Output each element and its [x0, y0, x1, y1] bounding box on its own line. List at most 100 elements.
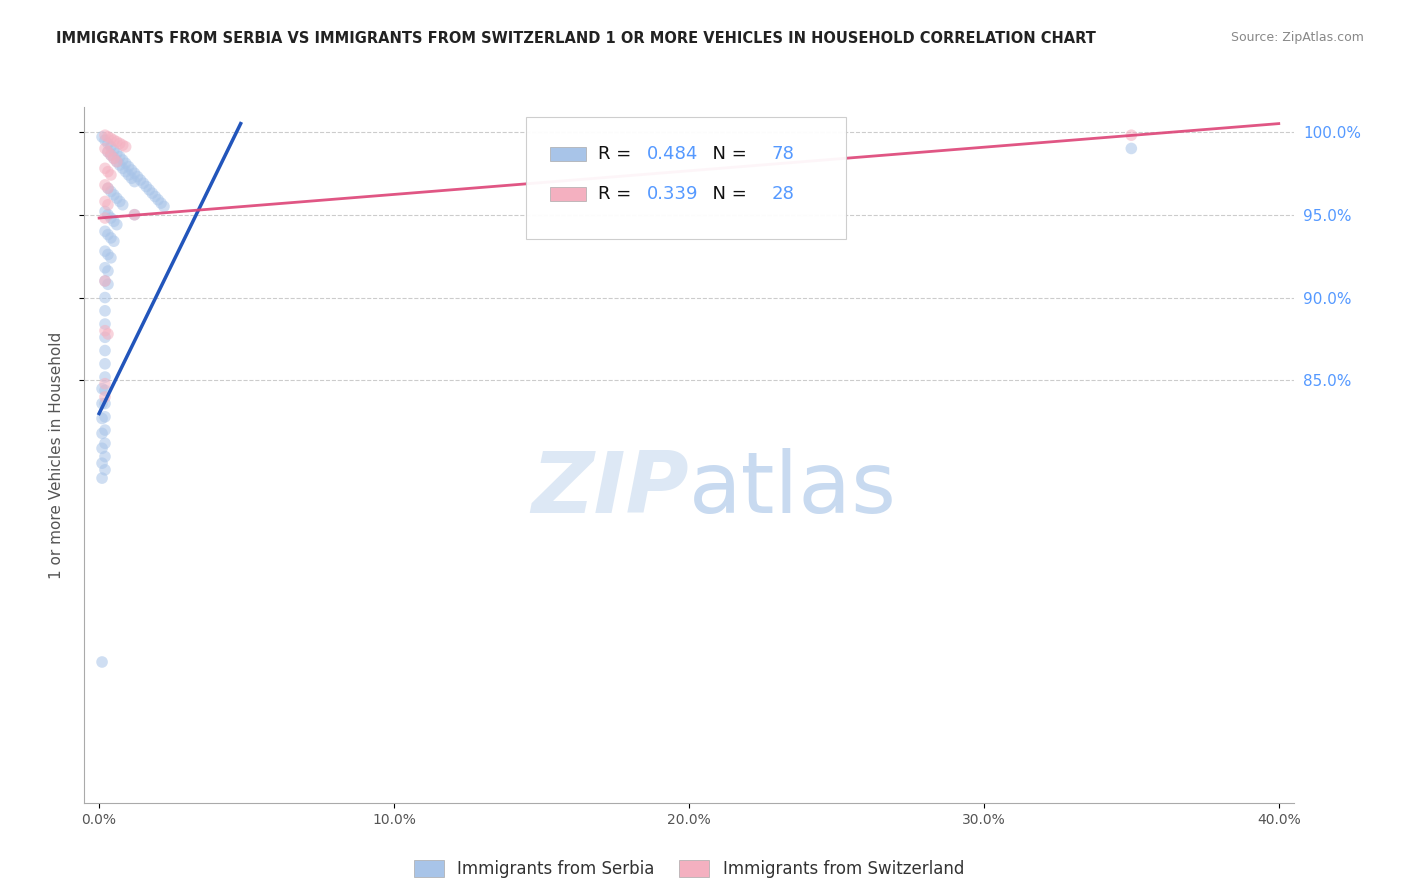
Point	[94, 357, 117, 371]
Point	[146, 193, 169, 207]
Point	[111, 153, 134, 167]
Point	[124, 208, 146, 222]
Point	[100, 148, 122, 162]
Point	[103, 214, 125, 228]
Point	[94, 224, 117, 238]
Point	[94, 384, 117, 398]
Point	[100, 131, 122, 145]
Point	[94, 409, 117, 424]
Point	[143, 189, 166, 203]
Point	[124, 175, 146, 189]
Point	[103, 187, 125, 202]
Point	[94, 436, 117, 450]
Point	[111, 161, 134, 176]
Point	[132, 176, 155, 190]
Point	[94, 450, 117, 464]
Point	[103, 152, 125, 166]
Text: 0.484: 0.484	[647, 145, 697, 162]
Point	[94, 133, 117, 147]
Point	[94, 274, 117, 288]
Point	[94, 376, 117, 391]
Point	[97, 164, 120, 178]
Point	[103, 234, 125, 248]
Text: 28: 28	[770, 185, 794, 203]
Point	[105, 146, 128, 161]
Point	[141, 186, 163, 201]
Point	[91, 382, 114, 396]
Point	[97, 136, 120, 151]
Point	[100, 211, 122, 225]
Point	[100, 140, 122, 154]
Point	[94, 178, 117, 192]
Point	[97, 227, 120, 242]
Point	[94, 244, 117, 259]
Point	[94, 396, 117, 410]
Point	[108, 150, 131, 164]
Point	[94, 194, 117, 209]
Point	[97, 264, 120, 278]
Point	[105, 218, 128, 232]
Point	[97, 181, 120, 195]
Point	[97, 129, 120, 144]
Y-axis label: 1 or more Vehicles in Household: 1 or more Vehicles in Household	[49, 331, 63, 579]
Point	[91, 471, 114, 485]
Point	[94, 390, 117, 404]
Point	[1121, 141, 1143, 155]
Text: atlas: atlas	[689, 448, 897, 532]
Point	[94, 423, 117, 437]
Text: IMMIGRANTS FROM SERBIA VS IMMIGRANTS FROM SWITZERLAND 1 OR MORE VEHICLES IN HOUS: IMMIGRANTS FROM SERBIA VS IMMIGRANTS FRO…	[56, 31, 1097, 46]
Point	[117, 160, 139, 174]
Point	[108, 158, 131, 172]
Point	[105, 191, 128, 205]
Point	[94, 324, 117, 338]
Point	[114, 140, 136, 154]
Point	[124, 166, 146, 180]
Point	[108, 136, 131, 151]
Point	[97, 145, 120, 159]
FancyBboxPatch shape	[550, 146, 586, 161]
Point	[97, 326, 120, 341]
Point	[111, 138, 134, 153]
Point	[153, 199, 176, 213]
Point	[105, 135, 128, 149]
Point	[94, 161, 117, 176]
Point	[94, 274, 117, 288]
Point	[100, 168, 122, 182]
Point	[91, 456, 114, 470]
Point	[138, 183, 160, 197]
Text: 0.339: 0.339	[647, 185, 699, 203]
FancyBboxPatch shape	[550, 187, 586, 201]
Text: R =: R =	[599, 145, 637, 162]
Point	[94, 303, 117, 318]
Point	[150, 196, 173, 211]
Point	[97, 145, 120, 159]
Point	[94, 128, 117, 143]
Point	[97, 277, 120, 292]
Text: ZIP: ZIP	[531, 448, 689, 532]
Text: Source: ZipAtlas.com: Source: ZipAtlas.com	[1230, 31, 1364, 45]
Point	[114, 164, 136, 178]
Point	[94, 291, 117, 305]
Point	[135, 179, 157, 194]
Point	[97, 247, 120, 261]
Point	[103, 152, 125, 166]
Point	[108, 194, 131, 209]
Point	[121, 171, 143, 186]
Point	[100, 231, 122, 245]
Point	[105, 154, 128, 169]
Point	[94, 463, 117, 477]
Point	[100, 185, 122, 199]
Point	[129, 173, 152, 187]
Point	[103, 133, 125, 147]
Point	[94, 317, 117, 331]
Legend: Immigrants from Serbia, Immigrants from Switzerland: Immigrants from Serbia, Immigrants from …	[408, 854, 970, 885]
Point	[94, 211, 117, 225]
Point	[100, 251, 122, 265]
Point	[94, 343, 117, 358]
Point	[97, 198, 120, 212]
Point	[124, 208, 146, 222]
Text: N =: N =	[702, 185, 752, 203]
Point	[94, 204, 117, 219]
Point	[97, 208, 120, 222]
Point	[114, 156, 136, 170]
